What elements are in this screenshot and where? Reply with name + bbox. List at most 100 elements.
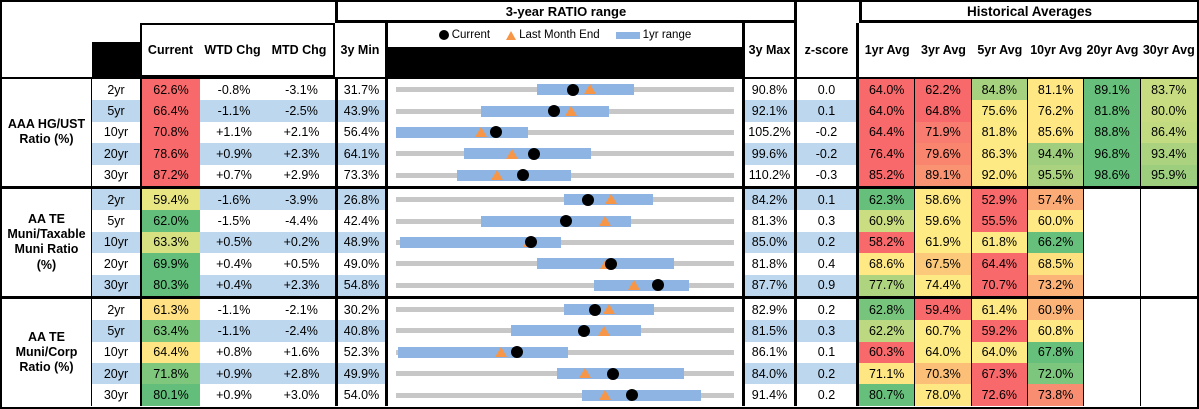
last-month-end-marker xyxy=(506,148,519,159)
3y-max-value: 84.0% xyxy=(742,363,797,385)
3y-min-value: 26.8% xyxy=(335,188,388,211)
avg-value-20yr-avg xyxy=(1084,341,1141,364)
wtd-chg-value: +0.4% xyxy=(200,253,268,275)
legend-label-last-month-end: Last Month End xyxy=(519,29,600,41)
z-score-value: 0.9 xyxy=(797,274,859,296)
avg-value-5yr-avg: 64.0% xyxy=(971,341,1028,364)
legend-label-current: Current xyxy=(451,29,491,41)
legend-black-bar xyxy=(388,47,742,77)
avg-value-20yr-avg xyxy=(1084,188,1141,211)
tenor-label: 10yr xyxy=(92,231,140,254)
avg-value-10yr-avg: 60.8% xyxy=(1027,320,1085,342)
black-filler-cell xyxy=(92,42,140,77)
3y-max-value: 81.8% xyxy=(742,253,797,275)
avg-value-3yr-avg: 71.9% xyxy=(915,121,972,144)
3y-min-value: 54.8% xyxy=(335,274,388,296)
last-month-end-marker xyxy=(565,105,578,116)
wtd-chg-value: +0.4% xyxy=(200,274,268,296)
current-marker xyxy=(547,105,560,118)
3y-min-value: 31.7% xyxy=(335,79,388,101)
wtd-chg-value: +0.7% xyxy=(200,164,268,186)
avg-value-30yr-avg: 83.7% xyxy=(1140,79,1197,101)
mtd-chg-value: +3.0% xyxy=(268,384,335,406)
col-header-wtd-chg: WTD Chg xyxy=(204,43,261,57)
current-marker xyxy=(581,193,594,206)
last-month-end-marker xyxy=(628,279,641,290)
header-zscore-gap xyxy=(797,2,859,23)
ratio-range-chart xyxy=(388,188,742,211)
avg-value-3yr-avg: 79.6% xyxy=(915,143,972,165)
avg-value-1yr-avg: 85.2% xyxy=(859,164,916,186)
wtd-chg-value: -1.1% xyxy=(200,320,268,342)
section-label: AA TE Muni/Corp Ratio (%) xyxy=(2,298,92,406)
ratio-range-chart xyxy=(388,363,742,385)
z-score-value: 0.3 xyxy=(797,320,859,342)
3y-min-value: 48.9% xyxy=(335,231,388,254)
ratio-range-chart xyxy=(388,341,742,364)
3y-max-value: 81.5% xyxy=(742,320,797,342)
current-marker xyxy=(605,257,618,270)
avg-value-10yr-avg: 95.5% xyxy=(1027,164,1085,186)
3y-max-value: 92.1% xyxy=(742,100,797,122)
1yr-range-bar xyxy=(396,126,529,138)
current-value: 78.6% xyxy=(140,143,200,165)
wtd-chg-value: -0.8% xyxy=(200,79,268,101)
current-dot-icon xyxy=(438,30,449,40)
current-value: 63.4% xyxy=(140,320,200,342)
ratio-range-chart xyxy=(388,79,742,101)
3y-range-line xyxy=(396,239,734,245)
ratio-range-chart xyxy=(388,384,742,406)
3y-min-value: 52.3% xyxy=(335,341,388,364)
3y-min-value: 42.4% xyxy=(335,210,388,232)
last-month-end-marker xyxy=(604,194,617,205)
current-marker xyxy=(524,236,537,249)
table-body: AAA HG/UST Ratio (%) 2yr 62.6% -0.8% -3.1% 31.… xyxy=(2,79,1197,406)
col-header-3y-min: 3y Min xyxy=(335,23,388,77)
3y-max-value: 90.8% xyxy=(742,79,797,101)
avg-value-5yr-avg: 61.4% xyxy=(971,298,1028,321)
ratio-range-chart xyxy=(388,320,742,342)
legend-item-last-month-end: Last Month End xyxy=(506,29,600,41)
table-header: 3-year RATIO range Historical Averages C… xyxy=(2,2,1197,79)
avg-value-20yr-avg xyxy=(1084,320,1141,342)
avg-value-30yr-avg xyxy=(1140,363,1197,385)
col-header-1yr-avg: 1yr Avg xyxy=(864,43,910,57)
avg-value-30yr-avg xyxy=(1140,210,1197,232)
avg-value-5yr-avg: 67.3% xyxy=(971,363,1028,385)
avg-value-10yr-avg: 60.0% xyxy=(1027,210,1085,232)
avg-value-5yr-avg: 81.8% xyxy=(971,121,1028,144)
avg-value-30yr-avg xyxy=(1140,274,1197,296)
col-header-10yr-avg: 10yr Avg xyxy=(1030,43,1083,57)
z-score-value: 0.2 xyxy=(797,231,859,254)
z-score-value: 0.4 xyxy=(797,253,859,275)
avg-value-30yr-avg xyxy=(1140,253,1197,275)
wtd-chg-value: +0.8% xyxy=(200,341,268,364)
avg-value-5yr-avg: 61.8% xyxy=(971,231,1028,254)
avg-value-20yr-avg: 88.8% xyxy=(1084,121,1141,144)
tenor-label: 2yr xyxy=(92,188,140,211)
avg-value-1yr-avg: 68.6% xyxy=(859,253,916,275)
3y-min-value: 43.9% xyxy=(335,100,388,122)
ratio-range-chart xyxy=(388,210,742,232)
avg-value-1yr-avg: 62.3% xyxy=(859,188,916,211)
3y-min-value: 54.0% xyxy=(335,384,388,406)
avg-value-5yr-avg: 92.0% xyxy=(971,164,1028,186)
z-score-value: 0.1 xyxy=(797,100,859,122)
table-row: 30yr 80.3% +0.4% +2.3% 54.8% 87.7% 0.9 77.7% 74.… xyxy=(92,274,1197,296)
last-month-end-marker xyxy=(475,127,488,138)
col-header-20yr-avg: 20yr Avg xyxy=(1086,43,1139,57)
avg-value-20yr-avg xyxy=(1084,253,1141,275)
col-header-30yr-avg: 30yr Avg xyxy=(1142,43,1195,57)
avg-value-10yr-avg: 85.6% xyxy=(1027,121,1085,144)
avg-value-5yr-avg: 59.2% xyxy=(971,320,1028,342)
1yr-range-bar xyxy=(480,105,610,117)
avg-value-1yr-avg: 76.4% xyxy=(859,143,916,165)
3y-range-line xyxy=(396,129,734,135)
avg-value-3yr-avg: 64.0% xyxy=(915,341,972,364)
section-label: AA TE Muni/Taxable Muni Ratio (%) xyxy=(2,188,92,296)
avg-value-20yr-avg: 89.1% xyxy=(1084,79,1141,101)
current-marker xyxy=(651,279,664,292)
avg-value-5yr-avg: 75.6% xyxy=(971,100,1028,122)
current-marker xyxy=(625,389,638,402)
last-month-end-marker xyxy=(597,325,610,336)
